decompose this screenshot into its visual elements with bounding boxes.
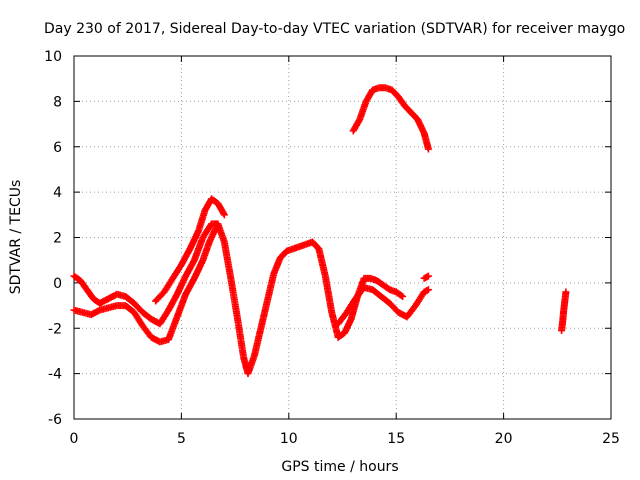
grid-lines — [74, 56, 611, 419]
x-tick-label: 5 — [177, 431, 186, 447]
data-point-marker — [424, 272, 432, 280]
data-point-marker — [212, 224, 220, 232]
data-point-marker — [399, 292, 407, 300]
x-tick-label: 25 — [602, 431, 620, 447]
data-point-marker — [397, 292, 405, 300]
y-tick-label: 8 — [53, 94, 62, 110]
x-tick-label: 10 — [280, 431, 298, 447]
y-tick-label: 4 — [53, 185, 62, 201]
series-track-e — [420, 272, 432, 282]
series-track-f — [349, 84, 432, 153]
x-tick-label: 0 — [70, 431, 79, 447]
y-tick-label: 0 — [53, 276, 62, 292]
series-track-b — [70, 224, 220, 346]
data-point-marker — [424, 286, 432, 294]
x-tick-label: 20 — [495, 431, 513, 447]
data-point-marker — [562, 288, 570, 296]
data-point-marker — [220, 211, 228, 219]
series-track-g — [558, 288, 570, 335]
series-track-c — [152, 195, 228, 305]
data-point-marker — [424, 145, 432, 153]
series-track-d — [334, 283, 432, 328]
x-axis-label: GPS time / hours — [281, 459, 398, 475]
data-series — [70, 84, 570, 378]
y-tick-label: 2 — [53, 231, 62, 247]
data-point-marker — [220, 209, 228, 217]
axis-ticks: 0 5 10 15 20 25 -6 -4 -2 0 2 4 6 8 10 — [44, 49, 620, 447]
x-tick-label: 15 — [387, 431, 405, 447]
series-track-a — [70, 220, 407, 378]
y-tick-label: -4 — [48, 367, 62, 383]
y-tick-label: 6 — [53, 140, 62, 156]
y-tick-label: 10 — [44, 49, 62, 65]
chart-title: Day 230 of 2017, Sidereal Day-to-day VTE… — [44, 21, 625, 37]
y-tick-label: -6 — [48, 412, 62, 428]
y-tick-label: -2 — [48, 321, 62, 337]
y-axis-label: SDTVAR / TECUs — [8, 180, 24, 295]
